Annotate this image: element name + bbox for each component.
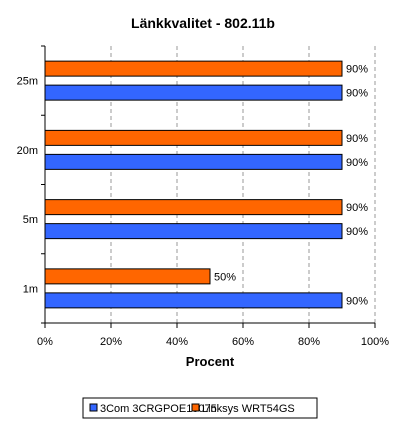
x-axis-title: Procent: [186, 354, 235, 369]
bar: [44, 129, 343, 146]
legend-swatch: [89, 403, 98, 412]
bar: [44, 292, 343, 309]
data-label: 50%: [214, 271, 236, 283]
y-tick-label: 20m: [17, 145, 38, 157]
data-label: 90%: [346, 295, 368, 307]
x-tick-label: 40%: [166, 336, 188, 348]
data-label: 90%: [346, 64, 368, 76]
data-label: 90%: [346, 202, 368, 214]
y-tick-label: 5m: [23, 214, 38, 226]
bar: [44, 153, 343, 170]
x-tick-label: 80%: [298, 336, 320, 348]
data-label: 90%: [346, 88, 368, 100]
x-tick-label: 60%: [232, 336, 254, 348]
legend-label: 3Com 3CRGPOE10075: [100, 403, 217, 415]
x-tick-label: 0%: [37, 336, 53, 348]
y-tick-label: 1m: [23, 283, 38, 295]
legend-swatch: [191, 403, 200, 412]
data-label: 90%: [346, 133, 368, 145]
y-tick-label: 25m: [17, 76, 38, 88]
x-tick-label: 100%: [361, 336, 389, 348]
bar: [44, 268, 211, 285]
bar: [44, 60, 343, 77]
legend-label: Linksys WRT54GS: [202, 403, 295, 415]
chart-title: Länkkvalitet - 802.11b: [131, 15, 275, 31]
data-label: 90%: [346, 226, 368, 238]
bar: [44, 199, 343, 216]
bar: [44, 84, 343, 101]
legend-box: [82, 397, 318, 419]
bar: [44, 223, 343, 240]
x-tick-label: 20%: [100, 336, 122, 348]
data-label: 90%: [346, 157, 368, 169]
plot-area: 0% 20% 40% 60% 80% 100% 1m 90% 50% 5m 90% 90% 20m 90%…: [17, 45, 389, 348]
